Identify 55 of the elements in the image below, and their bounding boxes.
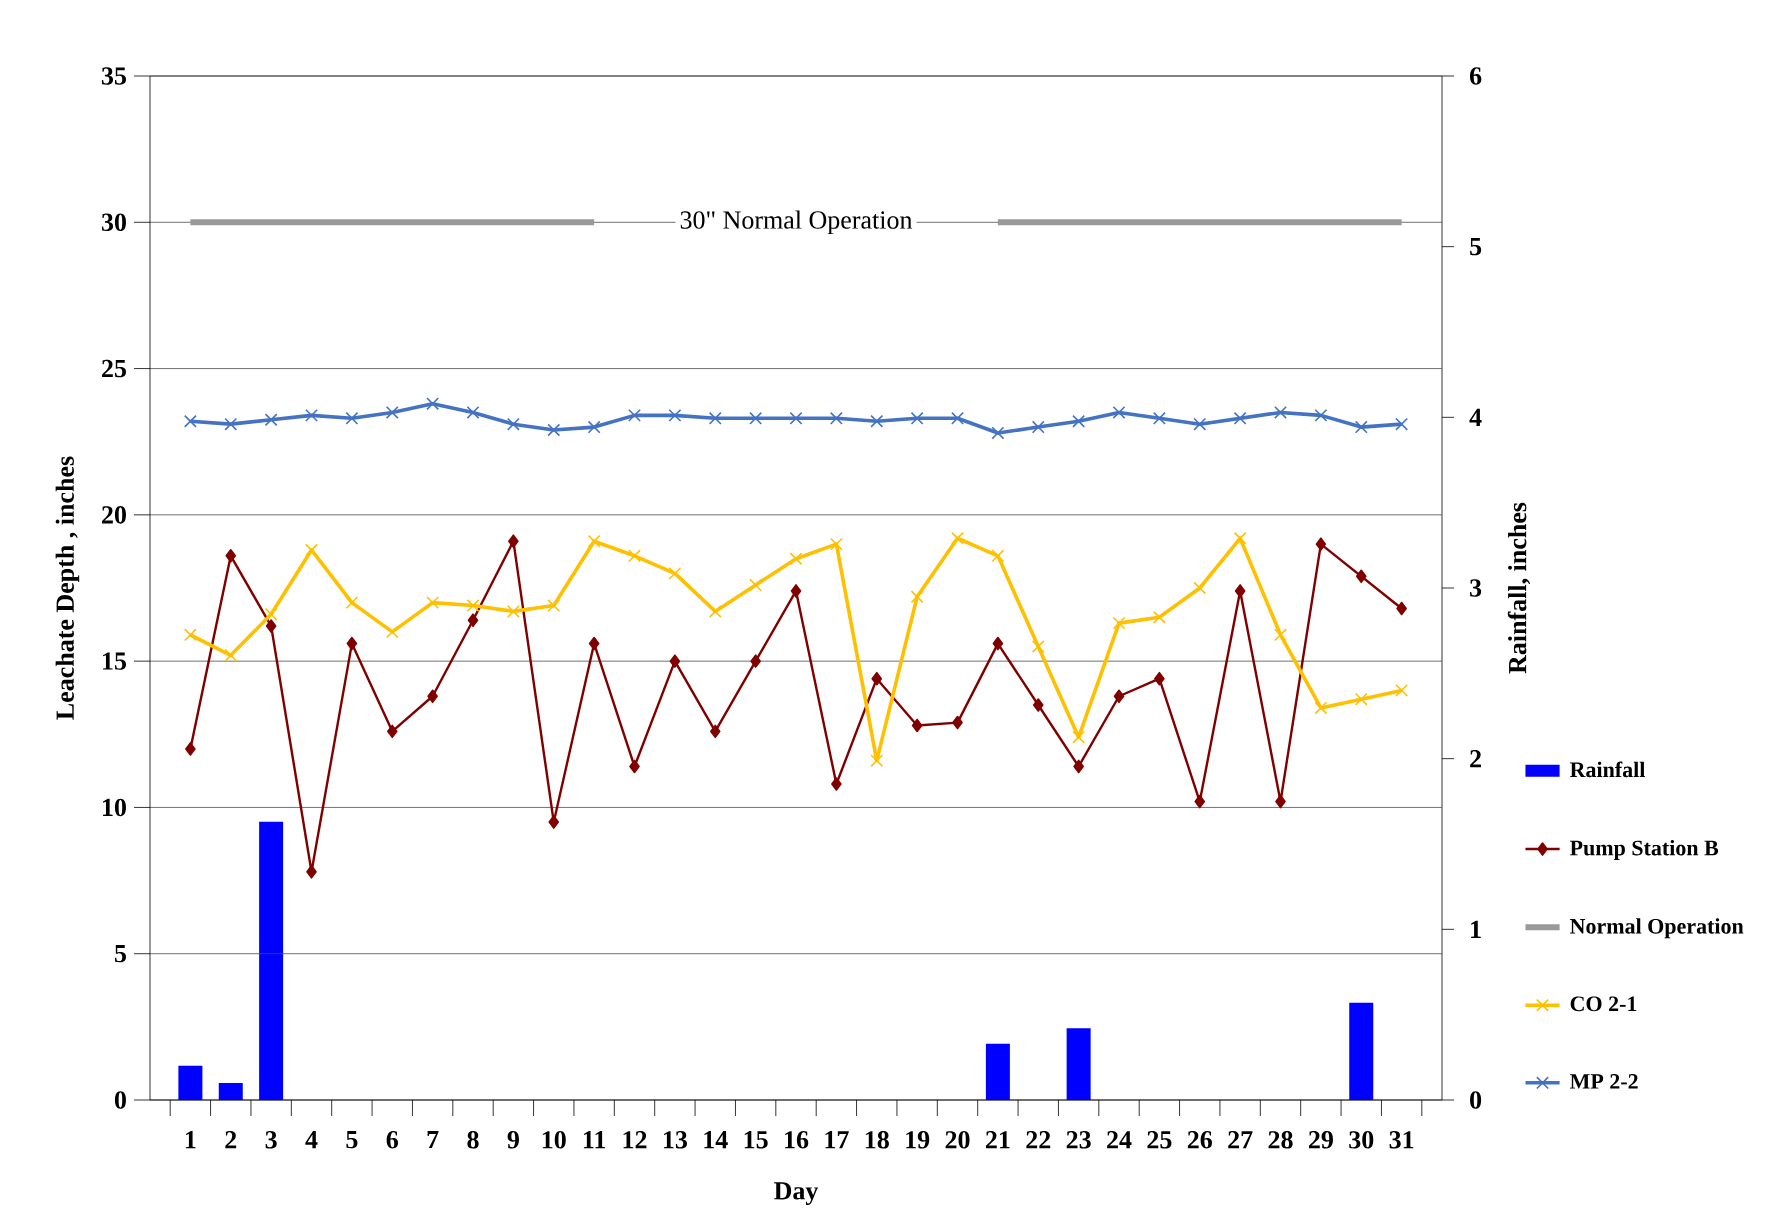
- x-tick-label: 28: [1268, 1131, 1293, 1149]
- x-tick-label: 19: [906, 1131, 930, 1149]
- x-tick-label: 6: [386, 1131, 398, 1149]
- x-tick-label: 13: [663, 1131, 687, 1149]
- x-tick-label: 9: [507, 1131, 519, 1149]
- x-axis-title: Day: [774, 1182, 819, 1205]
- x-tick-label: 1: [185, 1131, 196, 1149]
- y-tick-label: 0: [114, 1091, 126, 1109]
- y-tick-label: 20: [102, 506, 126, 524]
- x-tick-label: 20: [945, 1131, 970, 1149]
- legend-label: Pump Station B: [1569, 839, 1719, 860]
- y-tick-label: 15: [103, 652, 126, 670]
- x-tick-label: 22: [1026, 1131, 1051, 1149]
- legend-label: CO 2-1: [1570, 996, 1637, 1012]
- y2-tick-label: 1: [1471, 920, 1481, 938]
- y2-tick-label: 4: [1469, 408, 1482, 426]
- x-tick-label: 3: [265, 1131, 277, 1149]
- x-tick-label: 21: [985, 1131, 1010, 1149]
- legend-label: MP 2-2: [1569, 1074, 1638, 1089]
- y-tick-label: 25: [102, 359, 126, 378]
- x-tick-label: 26: [1187, 1131, 1212, 1149]
- x-tick-label: 5: [346, 1131, 358, 1149]
- x-tick-label: 7: [427, 1131, 439, 1149]
- x-tick-label: 10: [542, 1131, 566, 1149]
- y-axis-title: Leachate Depth , inches: [55, 456, 80, 720]
- x-tick-label: 17: [825, 1131, 849, 1149]
- y2-tick-label: 6: [1469, 67, 1482, 85]
- y2-tick-label: 5: [1470, 238, 1482, 256]
- y2-tick-label: 2: [1470, 750, 1481, 768]
- x-tick-label: 25: [1147, 1131, 1172, 1149]
- y2-tick-label: 0: [1470, 1091, 1482, 1109]
- y-tick-label: 35: [101, 67, 126, 85]
- legend-label: Normal Operation: [1570, 918, 1744, 939]
- y-tick-label: 5: [114, 945, 126, 963]
- x-tick-label: 2: [225, 1131, 237, 1149]
- x-tick-label: 16: [785, 1131, 809, 1149]
- x-tick-label: 4: [305, 1131, 318, 1149]
- y-tick-label: 30: [101, 213, 126, 232]
- y2-tick-label: 3: [1470, 579, 1482, 597]
- x-tick-label: 11: [583, 1131, 606, 1149]
- x-tick-label: 14: [704, 1131, 728, 1149]
- legend-label: Rainfall: [1569, 761, 1646, 778]
- x-tick-label: 24: [1107, 1131, 1132, 1149]
- y-tick-label: 10: [103, 798, 126, 817]
- annotation: 30" Normal Operation: [680, 210, 913, 235]
- x-tick-label: 12: [623, 1131, 647, 1149]
- x-tick-label: 29: [1308, 1131, 1333, 1149]
- x-tick-label: 30: [1349, 1131, 1374, 1149]
- x-tick-label: 27: [1228, 1131, 1253, 1149]
- y2-axis-title: Rainfall, inches: [1507, 502, 1531, 674]
- x-tick-label: 23: [1066, 1131, 1091, 1149]
- x-tick-label: 8: [467, 1131, 479, 1149]
- x-tick-label: 18: [865, 1131, 889, 1149]
- x-tick-label: 15: [744, 1131, 768, 1149]
- x-tick-label: 31: [1389, 1131, 1414, 1149]
